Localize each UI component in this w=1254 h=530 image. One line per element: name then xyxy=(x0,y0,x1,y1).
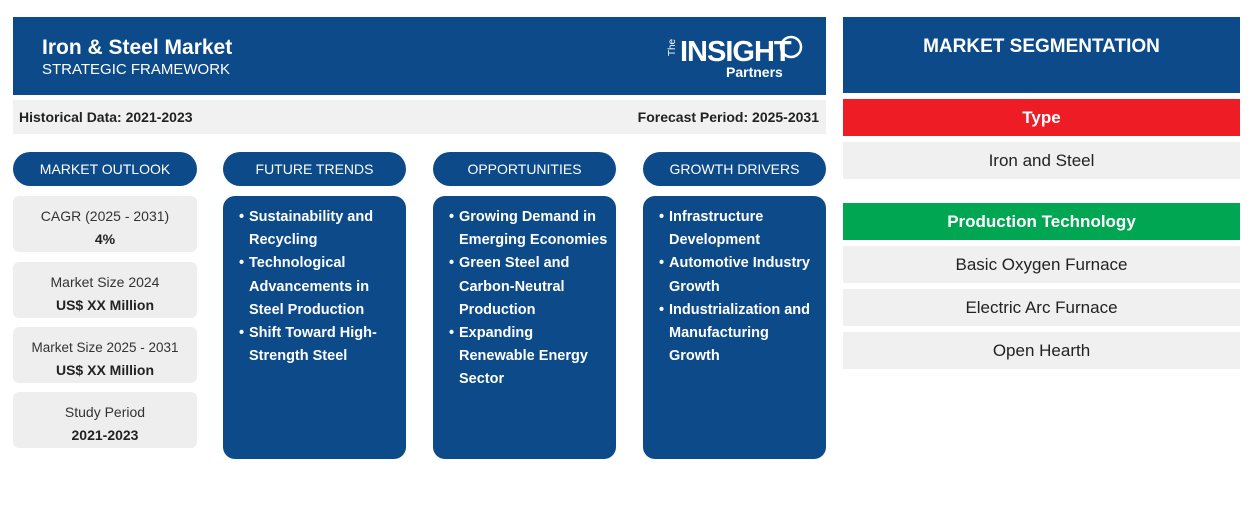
bullet-item: Industrialization and Manufacturing Grow… xyxy=(659,299,818,369)
column-body: Sustainability and RecyclingTechnologica… xyxy=(223,196,406,459)
card-value: US$ XX Million xyxy=(55,297,154,313)
card-value: US$ XX Million xyxy=(55,362,154,378)
segment-item: Iron and Steel xyxy=(843,142,1240,179)
card-label: Market Size 2025 - 2031 xyxy=(31,340,179,355)
bullet-item: Infrastructure Development xyxy=(659,206,818,252)
bullet-item: Growing Demand in Emerging Economies xyxy=(449,206,608,252)
header-title: Iron & Steel Market xyxy=(42,36,233,59)
outlook-title: MARKET OUTLOOK xyxy=(13,152,197,186)
segment-group: Production Technology xyxy=(843,203,1240,240)
segment-item: Open Hearth xyxy=(843,332,1240,369)
segment-item: Electric Arc Furnace xyxy=(843,289,1240,326)
header-subtitle: STRATEGIC FRAMEWORK xyxy=(42,61,231,78)
card-label: CAGR (2025 - 2031) xyxy=(40,208,170,224)
forecast: Forecast Period: 2025-2031 xyxy=(637,109,819,125)
column-title: FUTURE TRENDS xyxy=(223,152,406,186)
card-label: Market Size 2024 xyxy=(50,274,160,290)
logo-the: The xyxy=(667,38,679,57)
bullet-item: Expanding Renewable Energy Sector xyxy=(449,322,608,392)
bullet-item: Automotive Industry Growth xyxy=(659,252,818,298)
card-label: Study Period xyxy=(64,404,146,420)
historical: Historical Data: 2021-2023 xyxy=(19,109,193,125)
outlook-card: CAGR (2025 - 2031) 4% xyxy=(13,196,197,252)
column-body: Infrastructure DevelopmentAutomotive Ind… xyxy=(643,196,826,459)
logo-partners: Partners xyxy=(726,64,783,80)
bullet-item: Sustainability and Recycling xyxy=(239,206,398,252)
segment-item: Basic Oxygen Furnace xyxy=(843,246,1240,283)
column-body: Growing Demand in Emerging EconomiesGree… xyxy=(433,196,616,459)
bullet-item: Green Steel and Carbon-Neutral Productio… xyxy=(449,252,608,322)
outlook-card: Market Size 2025 - 2031 US$ XX Million xyxy=(13,327,197,383)
outlook-card: Market Size 2024 US$ XX Million xyxy=(13,262,197,318)
logo-ring xyxy=(779,35,803,59)
period-bar: Historical Data: 2021-2023 Forecast Peri… xyxy=(13,100,826,134)
column-title: OPPORTUNITIES xyxy=(433,152,616,186)
card-value: 4% xyxy=(94,231,116,247)
segment-group: Type xyxy=(843,99,1240,136)
header-box xyxy=(13,17,826,95)
outlook-card: Study Period 2021-2023 xyxy=(13,392,197,448)
logo-insight: INSIGHT xyxy=(680,36,792,68)
segmentation-title: MARKET SEGMENTATION xyxy=(843,17,1240,93)
bullet-item: Technological Advancements in Steel Prod… xyxy=(239,252,398,322)
card-value: 2021-2023 xyxy=(71,427,139,443)
bullet-item: Shift Toward High-Strength Steel xyxy=(239,322,398,368)
column-title: GROWTH DRIVERS xyxy=(643,152,826,186)
